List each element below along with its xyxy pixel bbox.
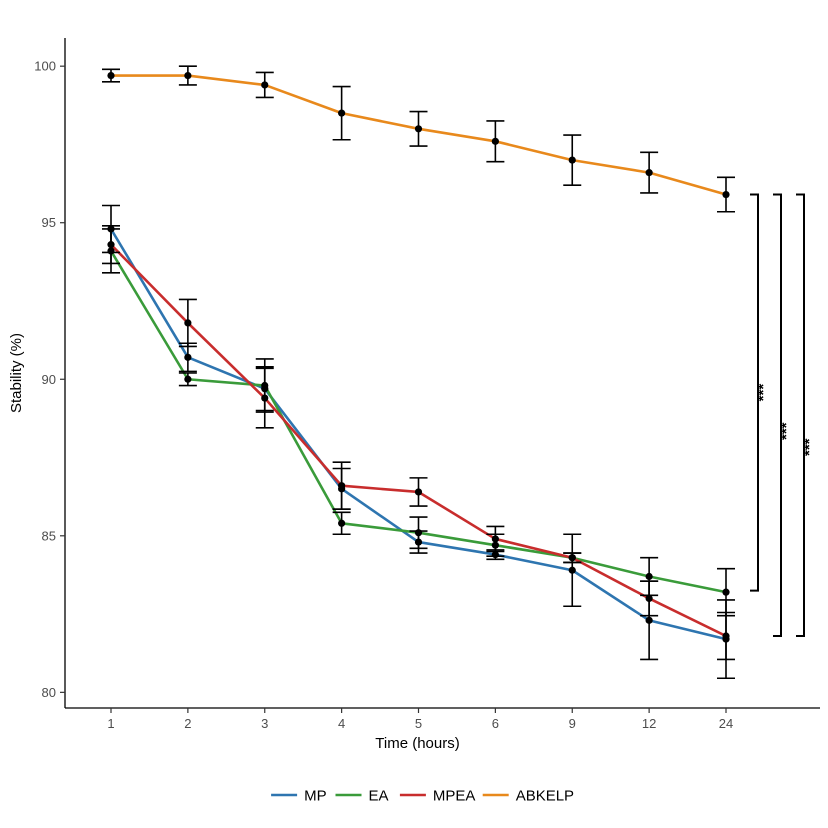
y-tick-label: 90 — [42, 372, 56, 387]
data-point-ea — [184, 375, 192, 383]
data-point-abkelp — [722, 190, 730, 199]
x-axis-ticks: 1 2 3 4 5 6 9 12 24 — [107, 708, 733, 731]
data-point-mpea — [414, 488, 423, 496]
series-line-mpea — [109, 243, 728, 638]
significance-label: *** — [801, 438, 818, 456]
significance-bracket: *** — [796, 193, 818, 637]
data-point-mp — [107, 225, 115, 233]
legend-label: ABKELP — [516, 788, 574, 805]
x-tick-label: 1 — [107, 716, 114, 731]
x-tick-label: 12 — [642, 716, 656, 731]
y-axis-title: Stability (%) — [8, 333, 25, 413]
legend-item-ea: EA — [335, 788, 389, 805]
significance-brackets: *** *** *** — [750, 193, 818, 637]
x-tick-label: 3 — [261, 716, 268, 731]
data-point-ea — [491, 541, 499, 549]
data-point-abkelp — [261, 81, 269, 89]
data-point-mp — [645, 616, 653, 624]
series-line-mp — [109, 227, 728, 641]
y-tick-label: 100 — [34, 59, 56, 74]
x-tick-label: 2 — [184, 716, 191, 731]
legend-label: EA — [369, 788, 389, 805]
data-point-mpea — [645, 594, 653, 603]
data-point-ea — [414, 529, 423, 537]
data-points — [107, 71, 730, 643]
data-point-abkelp — [568, 156, 576, 164]
data-point-ea — [722, 588, 730, 596]
legend-item-abkelp: ABKELP — [482, 788, 574, 805]
legend-item-mpea: MPEA — [399, 788, 476, 805]
data-point-abkelp — [645, 169, 653, 177]
y-tick-label: 95 — [42, 215, 56, 230]
legend-item-mp: MP — [271, 788, 327, 805]
data-point-mpea — [107, 241, 115, 249]
data-point-ea — [645, 572, 653, 581]
data-point-mpea — [184, 319, 192, 327]
legend: MP EA MPEA ABKELP — [271, 788, 574, 805]
x-tick-label: 5 — [415, 716, 422, 731]
significance-label: *** — [755, 384, 772, 402]
significance-label: *** — [778, 422, 795, 440]
y-tick-label: 80 — [42, 685, 56, 700]
y-axis-ticks: 80 85 90 95 100 — [34, 59, 65, 700]
x-tick-label: 4 — [338, 716, 345, 731]
data-point-mp — [414, 538, 423, 546]
data-point-mpea — [338, 482, 346, 490]
data-point-mp — [568, 566, 576, 574]
data-point-ea — [338, 519, 346, 527]
significance-bracket: *** — [773, 193, 795, 637]
data-point-ea — [107, 247, 115, 255]
data-point-mpea — [568, 554, 576, 562]
data-point-mpea — [722, 632, 730, 640]
x-axis-title: Time (hours) — [375, 735, 459, 752]
data-point-abkelp — [338, 109, 346, 117]
significance-bracket: *** — [750, 193, 772, 592]
data-point-abkelp — [414, 125, 423, 133]
data-point-abkelp — [184, 71, 192, 80]
data-point-ea — [261, 381, 269, 390]
x-tick-label: 24 — [719, 716, 733, 731]
x-tick-label: 9 — [569, 716, 576, 731]
data-point-mpea — [491, 535, 499, 543]
legend-label: MP — [304, 788, 327, 805]
data-point-abkelp — [107, 71, 115, 80]
legend-label: MPEA — [433, 788, 476, 805]
axes — [64, 38, 820, 709]
series-lines — [109, 74, 728, 641]
x-tick-label: 6 — [492, 716, 499, 731]
data-point-mpea — [261, 394, 269, 402]
y-tick-label: 85 — [42, 528, 56, 543]
data-point-mp — [491, 550, 499, 559]
error-bars — [102, 65, 735, 680]
data-point-mp — [184, 353, 192, 361]
data-point-abkelp — [491, 137, 499, 145]
